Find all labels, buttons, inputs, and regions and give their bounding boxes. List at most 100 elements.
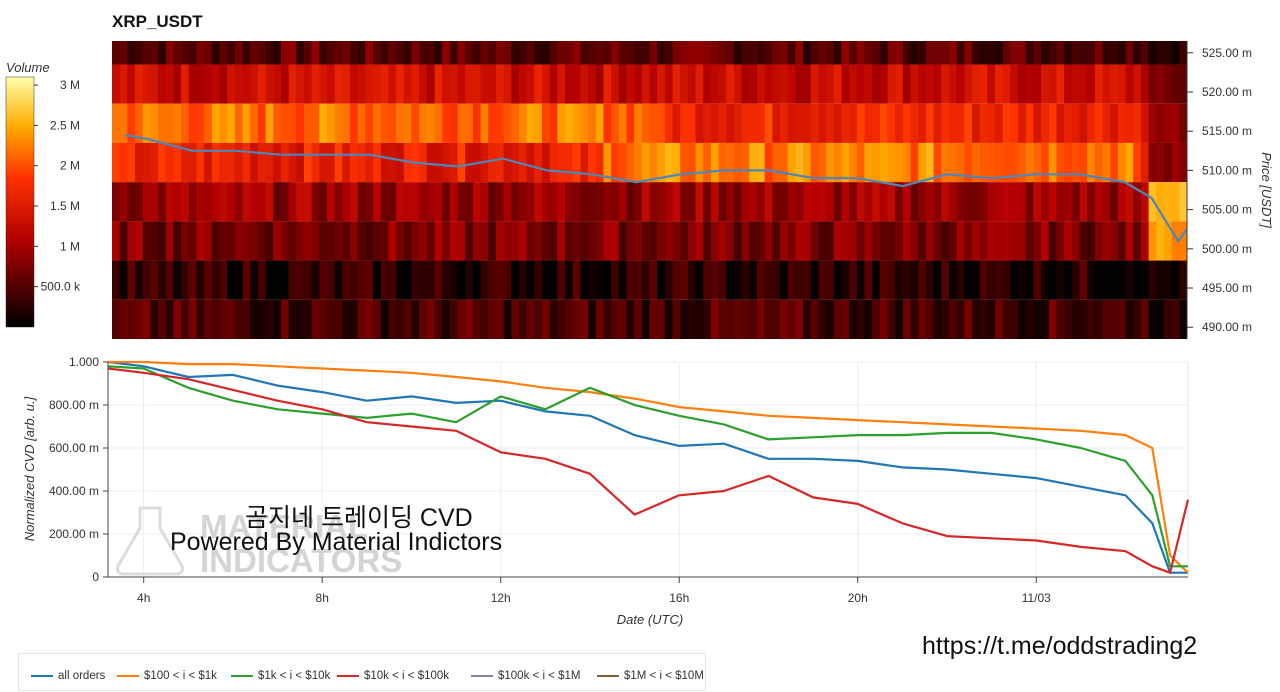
- heatmap-cell: [687, 260, 697, 300]
- heatmap-cell: [465, 142, 474, 183]
- heatmap-cell: [257, 182, 267, 222]
- heatmap-cell: [1087, 142, 1096, 183]
- heatmap-cell: [810, 260, 820, 300]
- heatmap-cell: [465, 41, 474, 65]
- heatmap-cell: [311, 182, 320, 222]
- heatmap-cell: [764, 182, 773, 222]
- heatmap-cell: [1171, 41, 1180, 65]
- heatmap-cell: [135, 142, 144, 183]
- heatmap-cell: [227, 103, 236, 143]
- heatmap-cell: [933, 41, 942, 65]
- heatmap-cell: [948, 182, 958, 222]
- heatmap-cell: [419, 64, 428, 104]
- heatmap-cell: [718, 41, 727, 65]
- heatmap-cell: [818, 299, 827, 339]
- heatmap-cell: [542, 299, 551, 339]
- heatmap-cell: [196, 182, 205, 222]
- heatmap-cell: [434, 299, 443, 339]
- heatmap-cell: [1079, 182, 1088, 222]
- legend-item-1m-i-10m[interactable]: $1M < i < $10M: [597, 670, 704, 682]
- heatmap-cell: [319, 41, 328, 65]
- heatmap-cell: [879, 64, 889, 104]
- heatmap-cell: [933, 182, 942, 222]
- heatmap-cell: [350, 260, 359, 300]
- heatmap-cell: [542, 260, 551, 300]
- heatmap-cell: [273, 299, 282, 339]
- heatmap-cell: [227, 260, 236, 300]
- legend-item-all-orders[interactable]: all orders: [31, 670, 105, 682]
- heatmap-cell: [733, 299, 743, 339]
- heatmap-cell: [910, 41, 919, 65]
- heatmap-cell: [995, 142, 1004, 183]
- heatmap-cell: [1033, 64, 1042, 104]
- heatmap-cell: [772, 182, 781, 222]
- heatmap-cell: [480, 260, 489, 300]
- heatmap-cell: [872, 41, 881, 65]
- heatmap-cell: [641, 260, 651, 300]
- heatmap-cell: [918, 142, 927, 183]
- heatmap-cell: [603, 142, 612, 183]
- heatmap-cell: [396, 221, 405, 261]
- heatmap-cell: [987, 221, 996, 261]
- heatmap-cell: [204, 103, 213, 143]
- heatmap-cell: [549, 260, 558, 300]
- heatmap-cell: [741, 142, 750, 183]
- heatmap-cell: [503, 221, 512, 261]
- heatmap-cell: [173, 221, 182, 261]
- legend-item-10k-i-100k[interactable]: $10k < i < $100k: [337, 670, 449, 682]
- heatmap-cell: [611, 64, 620, 104]
- heatmap-cell: [388, 299, 397, 339]
- heatmap-cell: [972, 260, 981, 300]
- heatmap-cell: [411, 260, 420, 300]
- heatmap-cell: [657, 182, 666, 222]
- heatmap-cell: [1110, 103, 1119, 143]
- heatmap-cell: [879, 221, 889, 261]
- telegram-link[interactable]: https://t.me/oddstrading2: [922, 632, 1198, 660]
- heatmap-cell: [695, 299, 704, 339]
- heatmap-cell: [373, 299, 382, 339]
- heatmap-cell: [365, 103, 374, 143]
- heatmap-cell: [810, 221, 820, 261]
- heatmap-cell: [319, 64, 328, 104]
- heatmap-cell: [557, 221, 566, 261]
- heatmap-cell: [434, 260, 443, 300]
- heatmap-cell: [680, 299, 689, 339]
- heatmap-cell: [733, 142, 743, 183]
- heatmap-cell: [933, 260, 942, 300]
- heatmap-cell: [542, 103, 551, 143]
- heatmap-cell: [327, 142, 336, 183]
- heatmap-cell: [396, 299, 405, 339]
- heatmap-cell: [549, 41, 558, 65]
- heatmap-cell: [902, 142, 912, 183]
- heatmap-cell: [1064, 103, 1073, 143]
- heatmap-cell: [1087, 182, 1096, 222]
- heatmap-cell: [741, 41, 750, 65]
- heatmap-cell: [956, 103, 965, 143]
- cvd-legend: all orders $100 < i < $1k $1k < i < $10k $1…: [18, 653, 706, 691]
- heatmap-cell: [979, 142, 988, 183]
- legend-item-100-i-1k[interactable]: $100 < i < $1k: [117, 670, 217, 682]
- heatmap-cell: [1179, 221, 1187, 261]
- heatmap-cell: [1094, 103, 1104, 143]
- heatmap-cell: [588, 64, 597, 104]
- heatmap-cell: [150, 142, 159, 183]
- colorbar-title: Volume: [6, 60, 50, 75]
- heatmap-cell: [795, 142, 804, 183]
- heatmap-cell: [1140, 103, 1150, 143]
- legend-item-100k-i-1m[interactable]: $100k < i < $1M: [471, 670, 580, 682]
- heatmap-cell: [657, 221, 666, 261]
- heatmap-cell: [150, 221, 159, 261]
- heatmap-cell: [918, 182, 927, 222]
- heatmap-cell: [211, 182, 221, 222]
- legend-item-1k-i-10k[interactable]: $1k < i < $10k: [231, 670, 330, 682]
- heatmap-cell: [303, 64, 313, 104]
- heatmap-cell: [196, 299, 205, 339]
- heatmap-cell: [664, 182, 674, 222]
- heatmap-cell: [1163, 221, 1173, 261]
- heatmap-cell: [396, 182, 405, 222]
- heatmap-cell: [1102, 182, 1111, 222]
- heatmap-cell: [803, 221, 812, 261]
- heatmap-cell: [465, 299, 474, 339]
- heatmap-cell: [265, 260, 274, 300]
- heatmap-cell: [188, 221, 198, 261]
